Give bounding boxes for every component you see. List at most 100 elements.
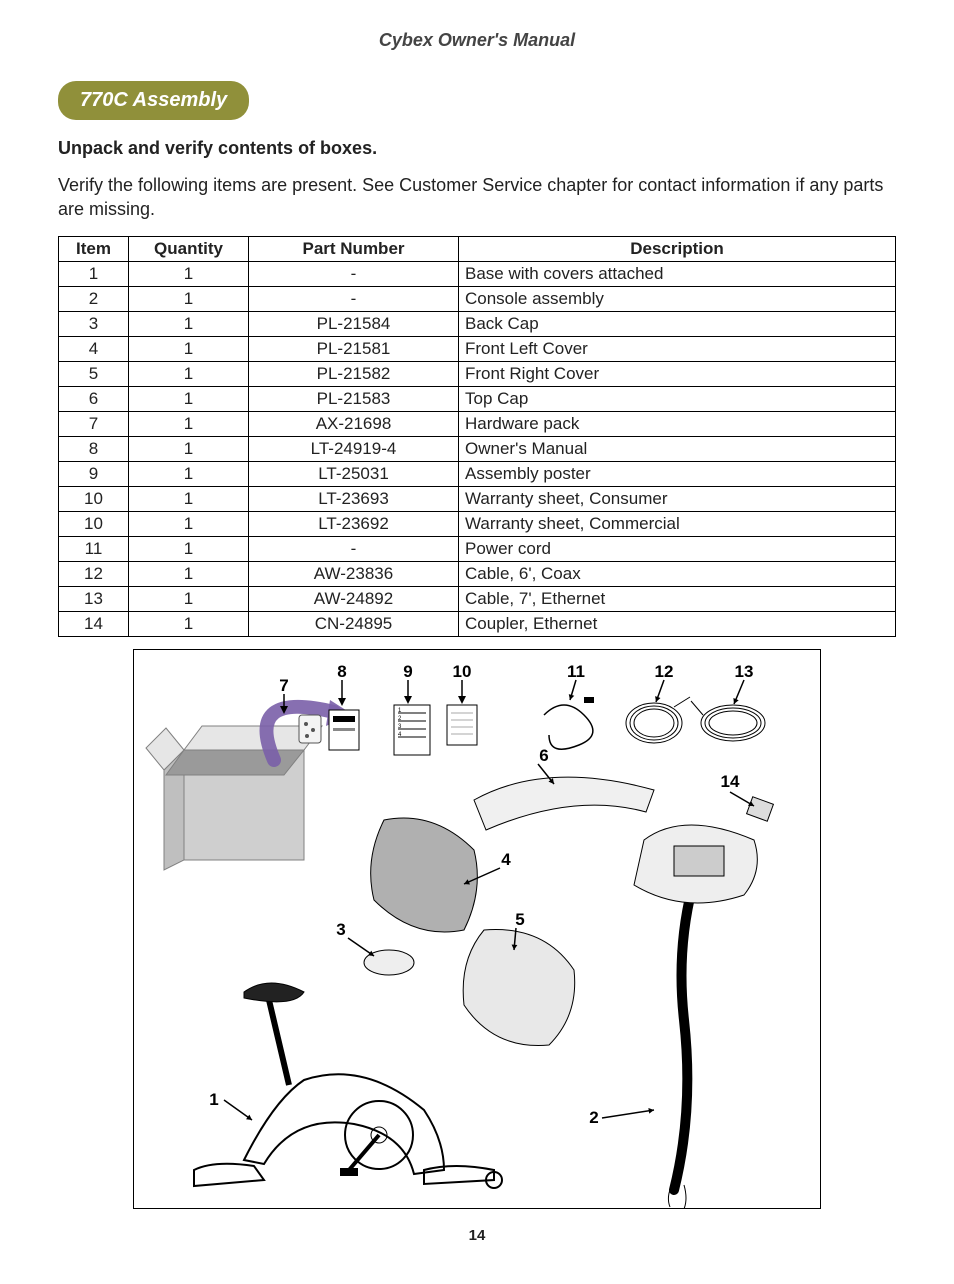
table-cell: LT-23693 xyxy=(249,486,459,511)
table-cell: Cable, 6', Coax xyxy=(459,561,896,586)
table-row: 121AW-23836Cable, 6', Coax xyxy=(59,561,896,586)
page-number: 14 xyxy=(58,1227,896,1244)
diagram-callout: 10 xyxy=(453,662,472,682)
parts-table-body: 11-Base with covers attached21-Console a… xyxy=(59,261,896,636)
diagram-callout: 11 xyxy=(567,662,585,682)
table-cell: 6 xyxy=(59,386,129,411)
table-cell: Owner's Manual xyxy=(459,436,896,461)
table-cell: 1 xyxy=(59,261,129,286)
table-row: 21-Console assembly xyxy=(59,286,896,311)
table-cell: PL-21582 xyxy=(249,361,459,386)
table-row: 101LT-23692Warranty sheet, Commercial xyxy=(59,511,896,536)
table-row: 91LT-25031Assembly poster xyxy=(59,461,896,486)
parts-diagram: 1234 7891011121361445312 xyxy=(133,649,821,1209)
table-cell: AW-23836 xyxy=(249,561,459,586)
diagram-callout: 7 xyxy=(279,676,288,696)
diagram-callout: 9 xyxy=(403,662,412,682)
table-cell: Console assembly xyxy=(459,286,896,311)
table-cell: 13 xyxy=(59,586,129,611)
table-cell: 5 xyxy=(59,361,129,386)
table-cell: Back Cap xyxy=(459,311,896,336)
diagram-callout: 12 xyxy=(655,662,674,682)
table-cell: 1 xyxy=(129,361,249,386)
table-cell: PL-21583 xyxy=(249,386,459,411)
table-row: 31PL-21584Back Cap xyxy=(59,311,896,336)
table-row: 141CN-24895Coupler, Ethernet xyxy=(59,611,896,636)
diagram-callout: 4 xyxy=(501,850,510,870)
table-cell: 10 xyxy=(59,511,129,536)
table-cell: Power cord xyxy=(459,536,896,561)
table-cell: 1 xyxy=(129,386,249,411)
table-row: 71AX-21698Hardware pack xyxy=(59,411,896,436)
table-cell: 1 xyxy=(129,311,249,336)
table-row: 101LT-23693Warranty sheet, Consumer xyxy=(59,486,896,511)
table-cell: Warranty sheet, Consumer xyxy=(459,486,896,511)
diagram-callout: 14 xyxy=(721,772,740,792)
table-cell: 1 xyxy=(129,411,249,436)
table-cell: - xyxy=(249,286,459,311)
table-cell: Hardware pack xyxy=(459,411,896,436)
table-row: 131AW-24892Cable, 7', Ethernet xyxy=(59,586,896,611)
table-row: 11-Base with covers attached xyxy=(59,261,896,286)
table-row: 41PL-21581Front Left Cover xyxy=(59,336,896,361)
diagram-callout: 5 xyxy=(515,910,524,930)
table-cell: AX-21698 xyxy=(249,411,459,436)
instructions-subheading: Unpack and verify contents of boxes. xyxy=(58,138,896,159)
table-cell: Top Cap xyxy=(459,386,896,411)
table-row: 81LT-24919-4Owner's Manual xyxy=(59,436,896,461)
table-cell: 11 xyxy=(59,536,129,561)
instructions-paragraph: Verify the following items are present. … xyxy=(58,173,896,222)
diagram-callout: 8 xyxy=(337,662,346,682)
table-cell: 1 xyxy=(129,561,249,586)
table-cell: 7 xyxy=(59,411,129,436)
parts-diagram-svg: 1234 xyxy=(134,650,821,1209)
table-cell: PL-21581 xyxy=(249,336,459,361)
table-cell: 1 xyxy=(129,436,249,461)
table-cell: 1 xyxy=(129,336,249,361)
table-cell: 1 xyxy=(129,461,249,486)
manual-title: Cybex Owner's Manual xyxy=(58,30,896,51)
table-cell: 8 xyxy=(59,436,129,461)
table-cell: - xyxy=(249,261,459,286)
table-cell: LT-23692 xyxy=(249,511,459,536)
table-cell: - xyxy=(249,536,459,561)
table-cell: Base with covers attached xyxy=(459,261,896,286)
table-cell: 1 xyxy=(129,611,249,636)
table-row: 61PL-21583Top Cap xyxy=(59,386,896,411)
table-cell: Front Left Cover xyxy=(459,336,896,361)
table-cell: 2 xyxy=(59,286,129,311)
table-cell: 3 xyxy=(59,311,129,336)
table-cell: 1 xyxy=(129,486,249,511)
table-cell: LT-25031 xyxy=(249,461,459,486)
parts-table-head: Item Quantity Part Number Description xyxy=(59,236,896,261)
table-cell: LT-24919-4 xyxy=(249,436,459,461)
table-cell: 1 xyxy=(129,536,249,561)
table-cell: Warranty sheet, Commercial xyxy=(459,511,896,536)
page-root: Cybex Owner's Manual 770C Assembly Unpac… xyxy=(0,0,954,1284)
col-part-number: Part Number xyxy=(249,236,459,261)
diagram-callout: 3 xyxy=(336,920,345,940)
col-item: Item xyxy=(59,236,129,261)
col-quantity: Quantity xyxy=(129,236,249,261)
table-row: 111-Power cord xyxy=(59,536,896,561)
table-cell: 1 xyxy=(129,286,249,311)
diagram-callout: 2 xyxy=(589,1108,598,1128)
diagram-callout: 13 xyxy=(735,662,754,682)
diagram-callout: 6 xyxy=(539,746,548,766)
table-cell: 9 xyxy=(59,461,129,486)
table-cell: AW-24892 xyxy=(249,586,459,611)
section-pill: 770C Assembly xyxy=(58,81,249,120)
col-description: Description xyxy=(459,236,896,261)
table-cell: 10 xyxy=(59,486,129,511)
table-cell: 1 xyxy=(129,261,249,286)
parts-table: Item Quantity Part Number Description 11… xyxy=(58,236,896,637)
table-cell: CN-24895 xyxy=(249,611,459,636)
diagram-callout: 1 xyxy=(209,1090,218,1110)
table-cell: Cable, 7', Ethernet xyxy=(459,586,896,611)
table-cell: 1 xyxy=(129,586,249,611)
table-row: 51PL-21582Front Right Cover xyxy=(59,361,896,386)
table-cell: Front Right Cover xyxy=(459,361,896,386)
table-cell: PL-21584 xyxy=(249,311,459,336)
table-cell: Assembly poster xyxy=(459,461,896,486)
table-cell: 1 xyxy=(129,511,249,536)
